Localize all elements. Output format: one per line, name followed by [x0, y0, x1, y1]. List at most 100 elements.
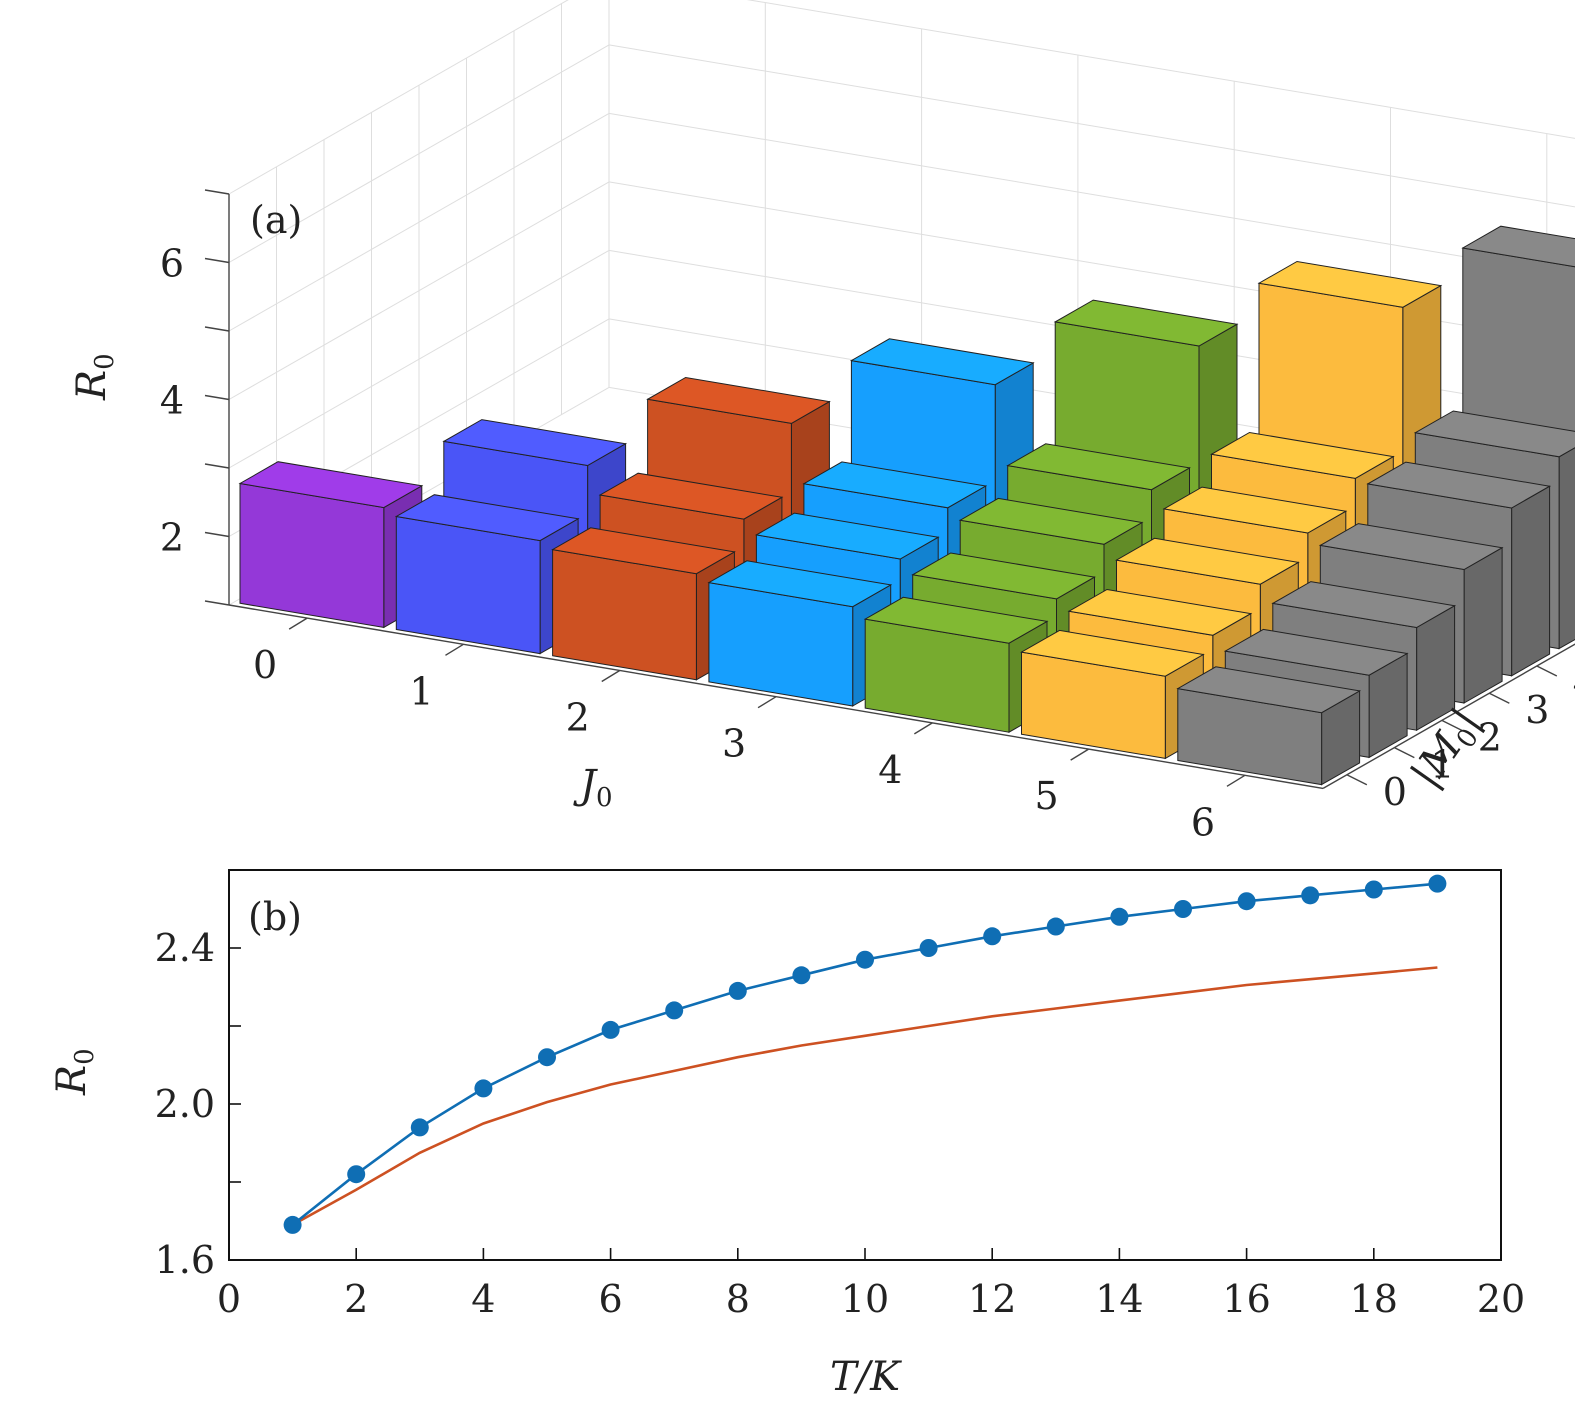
x-tick-label: 0 [217, 1277, 241, 1321]
bar-top-face [1223, 628, 1409, 676]
bar-top-face [1115, 537, 1300, 585]
x-axis-label-sub: 0 [596, 783, 613, 813]
z-axis-tick [204, 326, 230, 332]
data-point [347, 1165, 366, 1184]
bar-top-face [442, 419, 628, 467]
bar-top-face [551, 527, 736, 575]
x-tick-label: 16 [1222, 1277, 1270, 1321]
grid-line-left-wall [228, 112, 610, 332]
bar-side-face [1558, 447, 1575, 650]
panel-b-y-axis-label-sub: 0 [70, 1048, 100, 1065]
x-tick-label: 14 [1095, 1277, 1143, 1321]
grid-line-left-wall [228, 249, 610, 469]
z-axis-tick [204, 394, 230, 401]
panel-a-label: (a) [250, 198, 302, 242]
data-point [283, 1215, 302, 1234]
y-tick-label: 2.0 [155, 1082, 215, 1126]
bar-J2-M0 [551, 527, 736, 681]
bar-J4-M0 [863, 596, 1049, 734]
y-tick-label: 2 [1478, 715, 1502, 759]
y-tick-label: 0 [1383, 770, 1407, 814]
data-point [1364, 880, 1383, 899]
data-point [665, 1001, 684, 1020]
x-axis-tick [601, 669, 621, 683]
panel-b-x-axis-label: T/K [830, 1354, 902, 1400]
bar-top-face [238, 461, 424, 509]
y-tick-label: 1 [1430, 743, 1454, 787]
bar-J0-M0 [238, 461, 424, 629]
panel-a-tick-labels: 24601234560123456 [160, 242, 1575, 845]
y-axis-tick [1346, 774, 1368, 786]
panel-b-y-axis-label-main: R [49, 1065, 95, 1096]
x-axis-label: J0 [573, 762, 613, 813]
x-tick-label: 1 [409, 669, 433, 713]
bar-top-face [1413, 410, 1575, 458]
y-axis-tick [1394, 746, 1415, 759]
bar-top-face [1257, 260, 1443, 308]
x-axis-tick [1070, 748, 1090, 761]
data-point [601, 1020, 620, 1039]
data-point [983, 927, 1002, 946]
bar-top-face [911, 552, 1096, 600]
bar-top-face [707, 560, 893, 608]
x-tick-label: 4 [471, 1277, 495, 1321]
bar-top-face [1210, 431, 1395, 479]
x-tick-label: 3 [722, 722, 746, 766]
bar-top-face [394, 494, 580, 542]
bar-top-face [754, 512, 940, 560]
z-axis-tick [204, 463, 230, 469]
bar-top-face [802, 461, 988, 509]
x-tick-label: 2 [566, 696, 590, 740]
panel-b-label: (b) [248, 895, 302, 939]
x-axis-tick [757, 696, 777, 709]
data-point [1237, 892, 1256, 911]
x-tick-label: 2 [344, 1277, 368, 1321]
bar-J3-M0 [707, 560, 893, 707]
bar-side-face [1511, 485, 1551, 677]
panel-b-series [283, 874, 1447, 1234]
panel-b-frame [228, 869, 1502, 1261]
x-tick-label: 4 [878, 748, 902, 792]
bar-top-face [849, 338, 1035, 386]
y-tick-label: 1.6 [155, 1238, 215, 1282]
bar-top-face [1318, 523, 1504, 571]
y-axis-tick [1441, 719, 1463, 732]
data-point [1174, 900, 1192, 918]
data-point [1046, 917, 1065, 936]
bar-J6-M0 [1176, 666, 1362, 786]
series-line-line [291, 966, 1438, 1227]
data-point [1110, 907, 1129, 926]
y-axis-tick [1536, 665, 1558, 677]
panel-b-ticks: 0 2 4 6 8 10 12 14 16 18 20 1.6 2.0 2.4 [155, 869, 1525, 1321]
data-point [410, 1118, 429, 1137]
z-axis-label-main: R [69, 370, 115, 401]
bar-top-face [598, 472, 784, 520]
x-tick-label: 6 [599, 1277, 623, 1321]
y-axis-line [1322, 643, 1575, 790]
grid-line-back-wall [746, 0, 1575, 139]
data-point [792, 966, 811, 985]
grid-line-left-wall [228, 0, 569, 195]
panel-a-bar3d: 24601234560123456 (a) R0 J0 |M0| [69, 0, 1575, 844]
z-tick-label: 6 [160, 242, 184, 286]
bar-top-face [1162, 486, 1348, 534]
bar-J1-M0 [394, 494, 580, 655]
bar-top-face [1271, 581, 1457, 629]
z-tick-label: 2 [160, 516, 184, 560]
series-line-markers [291, 882, 1438, 1226]
y-axis-tick [1489, 692, 1510, 704]
z-axis-label: R0 [69, 353, 120, 401]
data-point [919, 939, 938, 957]
x-tick-label: 10 [841, 1277, 889, 1321]
bar-top-face [1067, 588, 1253, 636]
z-axis-tick [204, 257, 230, 264]
bar-top-face [863, 596, 1049, 644]
z-axis-tick [204, 189, 230, 195]
y-tick-label: 4 [1573, 661, 1575, 705]
y-tick-label: 2.4 [155, 926, 215, 970]
panel-a-bars [238, 225, 1575, 786]
z-tick-label: 4 [160, 379, 184, 423]
bar-side-face [1463, 546, 1503, 704]
x-tick-label: 12 [968, 1277, 1016, 1321]
